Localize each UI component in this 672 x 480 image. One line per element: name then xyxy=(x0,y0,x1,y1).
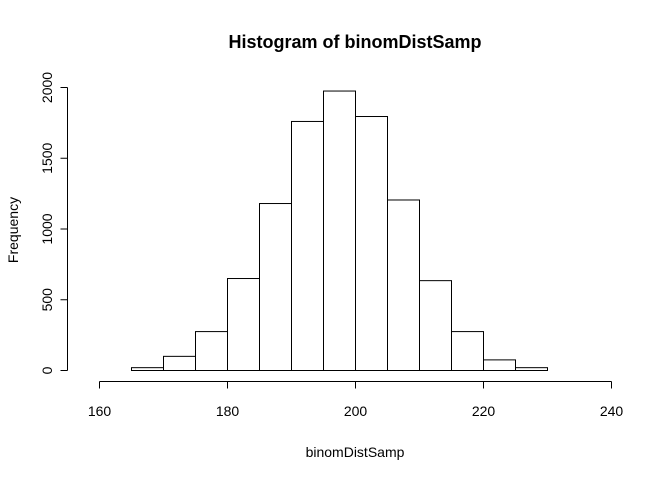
histogram-bar xyxy=(355,116,388,372)
y-axis: 0 500 1000 1500 2000 xyxy=(39,72,68,374)
histogram-bar xyxy=(323,90,356,371)
y-tick-label: 1000 xyxy=(39,213,55,244)
histogram-bar xyxy=(515,367,548,372)
histogram-bar xyxy=(483,359,516,372)
y-tick-label: 1500 xyxy=(39,142,55,173)
histogram-bar xyxy=(227,278,260,371)
x-tick-label: 220 xyxy=(472,403,496,419)
histogram-bar xyxy=(259,203,292,371)
x-axis: 160 180 200 220 240 xyxy=(88,381,624,419)
histogram-bar xyxy=(163,355,196,372)
y-tick-label: 2000 xyxy=(39,72,55,103)
y-tick-label: 0 xyxy=(39,366,55,374)
histogram-bar xyxy=(419,280,452,371)
bars-group xyxy=(131,90,548,372)
x-tick-label: 180 xyxy=(216,403,240,419)
x-tick-label: 200 xyxy=(344,403,368,419)
y-axis-label: Frequency xyxy=(5,197,21,263)
histogram-bar xyxy=(195,331,228,371)
x-axis-label: binomDistSamp xyxy=(306,444,405,460)
y-tick-label: 500 xyxy=(39,288,55,312)
x-tick-label: 160 xyxy=(88,403,112,419)
histogram-bar xyxy=(291,120,324,371)
histogram-bar xyxy=(451,331,484,371)
chart-title: Histogram of binomDistSamp xyxy=(228,32,481,52)
histogram-bar xyxy=(131,367,164,372)
histogram-bar xyxy=(387,199,420,371)
x-tick-label: 240 xyxy=(600,403,624,419)
